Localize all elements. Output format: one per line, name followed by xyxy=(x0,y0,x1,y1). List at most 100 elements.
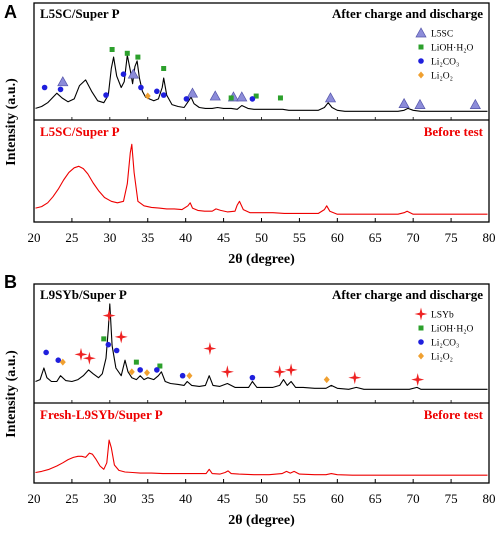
sample-label-after: L9SYb/Super P xyxy=(40,287,127,302)
x-tick-label: 20 xyxy=(28,230,41,245)
sample-label-after: L5SC/Super P xyxy=(40,6,120,21)
peak-marker-li2o2 xyxy=(186,372,193,380)
x-tick-label: 65 xyxy=(369,491,382,506)
x-tick-label: 80 xyxy=(483,230,496,245)
peak-marker-li2co3 xyxy=(57,86,64,93)
x-tick-label: 75 xyxy=(445,491,458,506)
x-tick-label: 35 xyxy=(141,491,154,506)
x-tick-label: 60 xyxy=(331,491,344,506)
peak-marker-li2co3 xyxy=(154,367,160,373)
y-axis-title-b: Intensity (a.u.) xyxy=(4,350,19,438)
peak-marker-lioh-h2o xyxy=(133,359,139,365)
peak-marker-li2o2 xyxy=(59,358,66,366)
peak-marker-li2co3 xyxy=(137,367,143,373)
peak-marker-l5sc xyxy=(186,87,199,98)
peak-marker-lsyb xyxy=(82,351,96,365)
peak-marker-lsyb xyxy=(114,330,128,344)
x-tick-label: 60 xyxy=(331,230,344,245)
peak-marker-l5sc xyxy=(398,97,410,109)
peak-marker-li2co3 xyxy=(120,71,127,77)
legend-swatch xyxy=(418,352,424,360)
peak-marker-li2co3 xyxy=(43,349,49,356)
x-tick-label: 25 xyxy=(65,491,78,506)
x-tick-label: 75 xyxy=(445,230,458,245)
sample-label-before: L5SC/Super P xyxy=(40,124,120,139)
peak-marker-li2co3 xyxy=(249,96,256,102)
peak-marker-li2co3 xyxy=(179,372,186,379)
peak-marker-lsyb xyxy=(348,371,362,385)
panel-a: 20 25 30 35 40 45 50 55 60 65 70 75 80 2θ (degree) A L5… xyxy=(4,2,496,267)
x-tick-label: 70 xyxy=(407,491,420,506)
peak-marker-lsyb xyxy=(74,347,88,361)
legend-label: Li₂O₂ xyxy=(431,353,453,363)
x-tick-label: 65 xyxy=(369,230,382,245)
peak-marker-lioh-h2o xyxy=(135,54,141,60)
x-tick-label: 45 xyxy=(217,230,230,245)
x-axis-title: 2θ (degree) xyxy=(228,252,295,267)
peak-marker-li2co3 xyxy=(105,341,112,348)
legend-label: Li₂O₂ xyxy=(431,72,453,82)
x-tick-label: 20 xyxy=(28,491,41,506)
xrd-trace-before-test xyxy=(35,143,488,215)
legend-label: L5SC xyxy=(431,30,453,40)
legend-swatch xyxy=(415,27,427,38)
x-axis-title: 2θ (degree) xyxy=(228,513,295,528)
peak-marker-lioh-h2o xyxy=(109,47,115,52)
peak-marker-li2co3 xyxy=(154,88,160,95)
peak-marker-li2o2 xyxy=(143,369,150,377)
panel-letter: B xyxy=(4,272,17,292)
peak-marker-lioh-h2o xyxy=(157,363,163,369)
condition-label-before: Before test xyxy=(424,407,484,422)
peak-marker-lioh-h2o xyxy=(228,95,234,101)
x-tick-label: 40 xyxy=(179,491,192,506)
peak-marker-l5sc xyxy=(127,68,139,79)
x-tick-label: 55 xyxy=(293,491,306,506)
x-tick-label: 45 xyxy=(217,491,230,506)
peak-marker-li2o2 xyxy=(144,92,151,100)
legend-swatch xyxy=(418,44,424,50)
peak-marker-li2co3 xyxy=(41,84,48,91)
legend-label: Li₂CO₃ xyxy=(431,339,459,349)
peak-marker-l5sc xyxy=(236,91,248,102)
x-tick-label: 50 xyxy=(255,230,268,245)
condition-label-after: After charge and discharge xyxy=(332,287,483,302)
peak-marker-lsyb xyxy=(273,365,287,379)
condition-label-before: Before test xyxy=(424,124,484,139)
panel-letter: A xyxy=(4,2,17,22)
x-tick-label: 55 xyxy=(293,230,306,245)
y-axis-title-a: Intensity (a.u.) xyxy=(4,78,19,166)
peak-marker-l5sc xyxy=(469,98,481,109)
peak-marker-lioh-h2o xyxy=(253,93,259,99)
x-tick-label: 30 xyxy=(103,491,116,506)
x-tick-label: 80 xyxy=(483,491,496,506)
legend-swatch xyxy=(418,58,424,64)
x-tick-label: 70 xyxy=(407,230,420,245)
peak-marker-li2o2 xyxy=(323,376,330,384)
peak-marker-li2co3 xyxy=(249,374,256,381)
panel-b: 20 25 30 35 40 45 50 55 60 65 70 75 80 2θ (degree) B L9… xyxy=(4,272,496,528)
peak-marker-l5sc xyxy=(414,98,426,109)
legend-swatch xyxy=(414,307,428,321)
peak-marker-lsyb xyxy=(284,363,298,377)
peak-marker-li2co3 xyxy=(160,92,167,98)
x-tick-label: 25 xyxy=(65,230,78,245)
peak-marker-lioh-h2o xyxy=(161,66,167,71)
peak-marker-lsyb xyxy=(102,309,116,323)
peak-marker-l5sc xyxy=(324,92,337,103)
peak-marker-li2co3 xyxy=(113,347,120,354)
legend-label: LSYb xyxy=(431,311,454,321)
xrd-trace-after-cycling xyxy=(35,54,488,112)
legend-label: LiOH·H₂O xyxy=(431,325,473,335)
legend-label: Li₂CO₃ xyxy=(431,58,459,68)
x-tick-label: 35 xyxy=(141,230,154,245)
legend-swatch xyxy=(418,71,424,79)
legend-swatch xyxy=(418,325,424,331)
peak-marker-li2o2 xyxy=(128,368,135,376)
x-tick-label: 50 xyxy=(255,491,268,506)
xrd-trace-after-cycling xyxy=(35,303,488,390)
peak-marker-lioh-h2o xyxy=(277,95,283,101)
peak-marker-l5sc xyxy=(57,76,69,87)
peak-marker-lioh-h2o xyxy=(101,336,107,342)
condition-label-after: After charge and discharge xyxy=(332,6,483,21)
